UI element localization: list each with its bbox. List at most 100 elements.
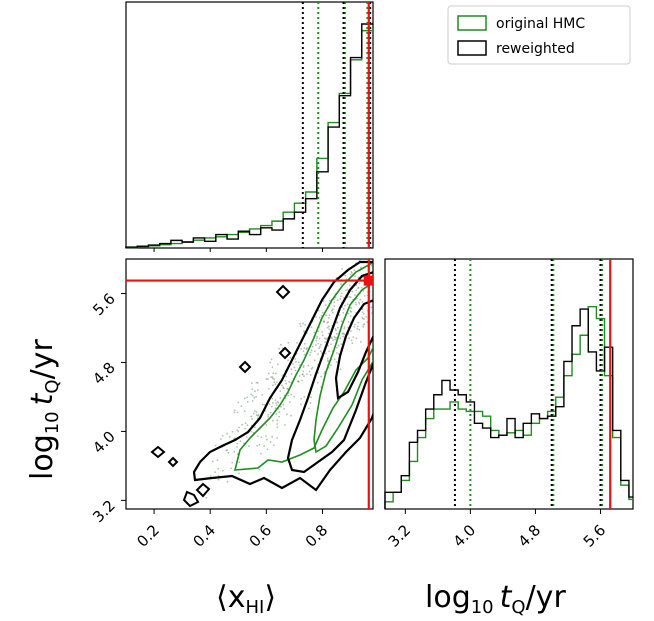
scatter-point: [340, 283, 342, 286]
scatter-point: [303, 375, 305, 377]
scatter-point: [257, 435, 259, 438]
legend-reweighted-swatch: [457, 40, 487, 56]
scatter-point: [341, 268, 343, 270]
scatter-point: [226, 449, 229, 451]
scatter-point: [309, 374, 312, 376]
scatter-point: [388, 304, 390, 306]
scatter-point: [251, 400, 254, 402]
x-label-tq-main: log: [425, 580, 471, 615]
scatter-point: [328, 314, 331, 316]
scatter-point: [327, 316, 330, 319]
scatter-point: [287, 394, 290, 397]
scatter-point: [381, 280, 383, 282]
scatter-point: [296, 342, 298, 344]
scatter-point: [253, 410, 256, 412]
scatter-point: [324, 341, 327, 343]
scatter-point: [340, 292, 343, 295]
scatter-point: [236, 429, 239, 432]
scatter-point: [358, 301, 360, 304]
scatter-point: [357, 276, 360, 279]
scatter-point: [382, 310, 384, 312]
scatter-point: [239, 440, 242, 442]
scatter-point: [358, 282, 361, 285]
scatter-point: [299, 325, 302, 328]
scatter-point: [325, 314, 327, 317]
scatter-point: [337, 326, 339, 329]
scatter-point: [275, 413, 278, 415]
scatter-point: [290, 414, 292, 417]
scatter-point: [304, 342, 306, 345]
scatter-point: [251, 418, 254, 420]
scatter-point: [293, 366, 296, 369]
black-contour-island-6: [182, 490, 200, 508]
scatter-point: [310, 396, 312, 399]
scatter-point: [381, 303, 383, 305]
scatter-point: [355, 284, 358, 287]
scatter-point: [267, 388, 270, 390]
scatter-point: [228, 435, 231, 438]
scatter-point: [336, 346, 338, 349]
legend-original-swatch: [457, 15, 487, 31]
scatter-point: [323, 372, 326, 375]
scatter-point: [276, 381, 278, 383]
scatter-point: [280, 343, 282, 346]
tq-marginal-histogram: [384, 259, 633, 509]
scatter-point: [329, 299, 331, 302]
scatter-point: [250, 382, 253, 384]
scatter-point: [371, 294, 373, 297]
scatter-point: [271, 419, 274, 422]
scatter-point: [308, 407, 310, 410]
scatter-point: [236, 442, 239, 445]
y-label-tq: log10 tQ/yr: [25, 339, 63, 480]
scatter-point: [271, 376, 274, 378]
scatter-point: [330, 309, 333, 312]
scatter-point: [294, 369, 297, 372]
scatter-point: [284, 379, 287, 382]
scatter-point: [265, 378, 268, 381]
scatter-point: [318, 316, 321, 319]
scatter-point: [377, 264, 379, 266]
scatter-point: [292, 363, 294, 365]
scatter-point: [251, 388, 254, 391]
scatter-point: [349, 284, 351, 287]
scatter-point: [351, 290, 354, 293]
scatter-point: [361, 317, 364, 319]
scatter-point: [333, 335, 336, 338]
scatter-point: [302, 364, 305, 367]
top-histogram-frame: [125, 1, 374, 249]
black-contour-island-5: [167, 456, 179, 468]
scatter-point: [347, 312, 350, 315]
scatter-point: [361, 311, 364, 314]
scatter-point: [304, 324, 306, 326]
scatter-point: [363, 295, 366, 297]
y-label-tq-main: log: [25, 434, 60, 480]
scatter-point: [377, 311, 379, 313]
scatter-point: [335, 276, 338, 279]
scatter-point: [317, 372, 320, 374]
scatter-point: [285, 382, 287, 385]
scatter-point: [246, 396, 248, 399]
scatter-point: [348, 337, 350, 340]
scatter-point: [302, 370, 305, 373]
scatter-point: [221, 434, 224, 437]
joint-y-tick-label: 5.6: [89, 290, 119, 320]
x-label-tq-var: t: [500, 580, 513, 615]
scatter-point: [248, 445, 250, 448]
scatter-point: [275, 404, 278, 407]
scatter-point: [274, 399, 277, 401]
scatter-point: [353, 269, 356, 271]
scatter-point: [236, 411, 239, 414]
black-contour-island-7: [195, 482, 211, 498]
scatter-point: [330, 336, 333, 339]
scatter-point: [383, 305, 385, 307]
scatter-point: [290, 373, 293, 375]
scatter-point: [211, 460, 214, 463]
scatter-point: [266, 438, 268, 441]
legend-reweighted-label: reweighted: [496, 41, 575, 57]
scatter-point: [313, 331, 316, 334]
scatter-point: [274, 383, 277, 386]
scatter-point: [254, 390, 256, 393]
scatter-point: [379, 300, 381, 302]
scatter-point: [391, 281, 393, 283]
scatter-point: [340, 320, 343, 323]
